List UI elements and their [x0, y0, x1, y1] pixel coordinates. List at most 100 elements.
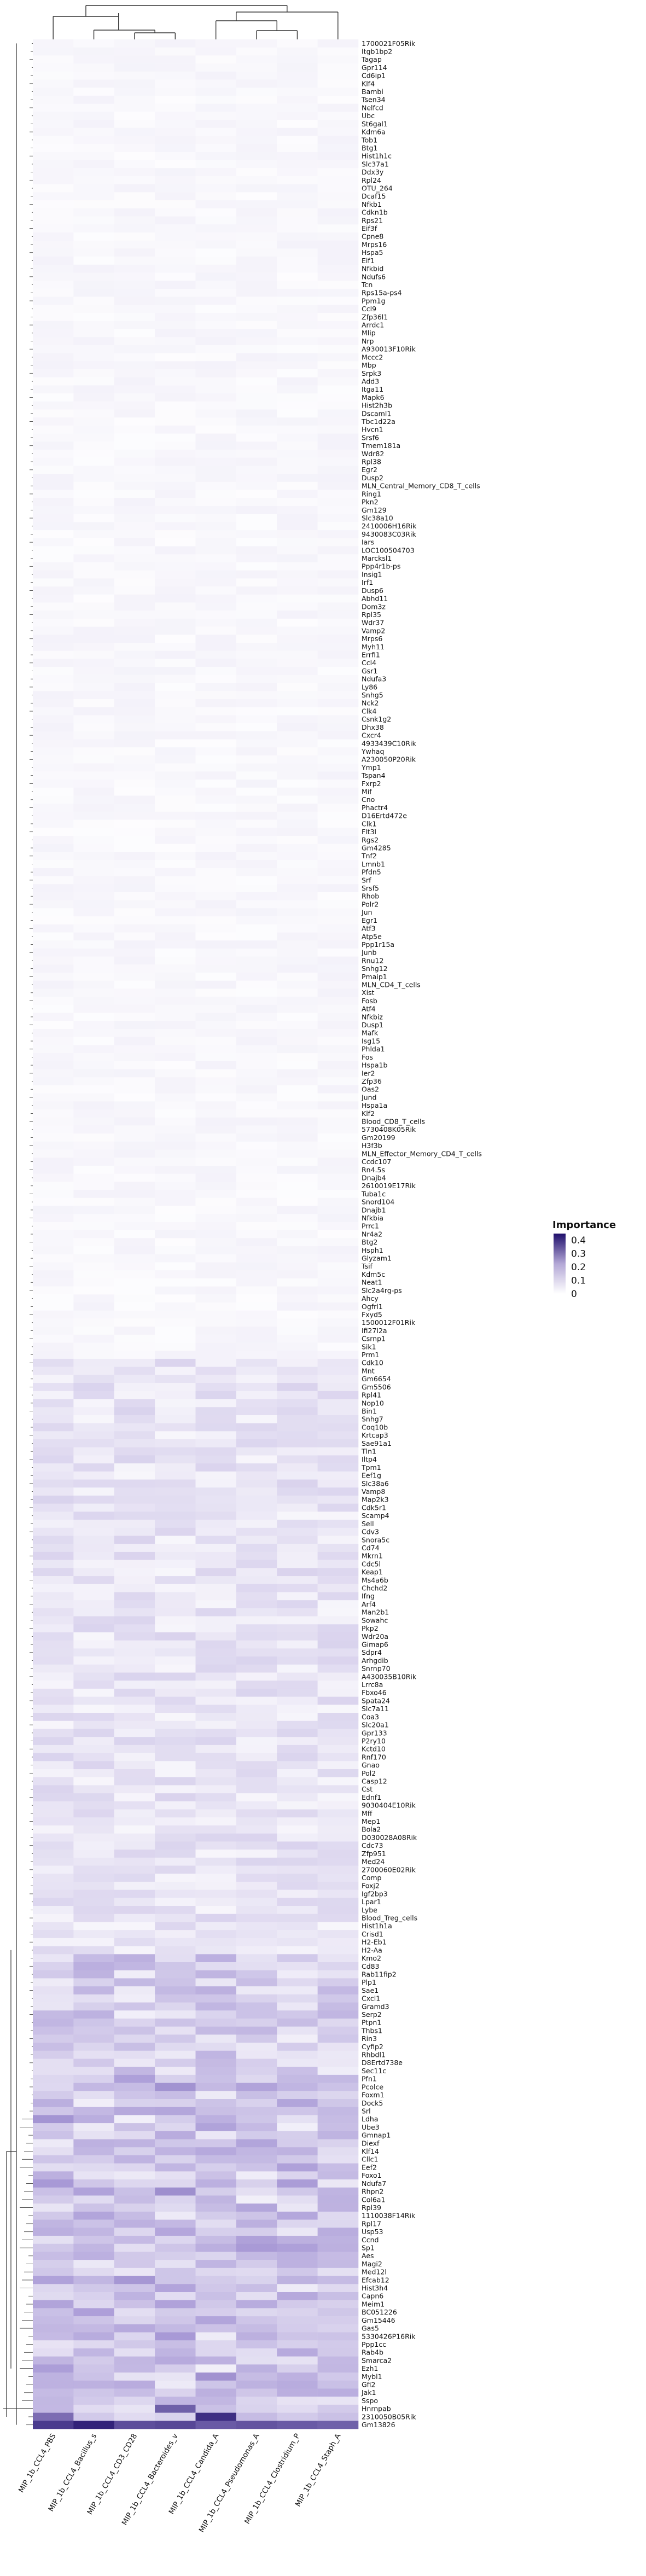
row-label: Pol2 — [362, 1769, 376, 1777]
row-label: Lybe — [362, 1906, 377, 1914]
row-label: Ptpn1 — [362, 2019, 381, 2027]
heatmap-cell — [277, 819, 318, 828]
heatmap-cell — [195, 2034, 237, 2043]
row-label: Spata24 — [362, 1696, 390, 1705]
heatmap-cell — [73, 844, 115, 852]
heatmap-cell — [155, 2211, 196, 2220]
heatmap-cell — [277, 618, 318, 627]
heatmap-cell — [236, 1680, 277, 1689]
heatmap-cell — [317, 2155, 359, 2164]
heatmap-cell — [236, 361, 277, 370]
heatmap-cell — [195, 2043, 237, 2051]
heatmap-cell — [155, 1761, 196, 1770]
row-label: Chchd2 — [362, 1584, 387, 1592]
heatmap-cell — [236, 329, 277, 338]
heatmap-cell — [33, 1455, 74, 1464]
heatmap-cell — [114, 1254, 155, 1263]
heatmap-cell — [236, 667, 277, 676]
heatmap-cell — [114, 1592, 155, 1601]
heatmap-cell — [155, 224, 196, 233]
heatmap-cell — [317, 916, 359, 925]
heatmap-cell — [236, 1109, 277, 1118]
heatmap-cell — [317, 1592, 359, 1601]
heatmap-cell — [317, 562, 359, 571]
heatmap-cell — [317, 2228, 359, 2236]
heatmap-cell — [236, 1568, 277, 1577]
heatmap-cell — [195, 506, 237, 515]
legend: Importance 0.40.30.20.10 — [552, 1219, 616, 1300]
heatmap-cell — [236, 2002, 277, 2011]
heatmap-cell — [73, 876, 115, 885]
heatmap-cell — [236, 1769, 277, 1778]
heatmap-cell — [236, 1190, 277, 1199]
heatmap-cell — [317, 2324, 359, 2333]
heatmap-cell — [195, 1729, 237, 1737]
heatmap-cell — [317, 369, 359, 377]
heatmap-cell — [317, 1286, 359, 1295]
heatmap-cell — [33, 1809, 74, 1818]
heatmap-cell — [277, 39, 318, 48]
heatmap-cell — [33, 457, 74, 466]
heatmap-cell — [155, 1737, 196, 1746]
heatmap-cell — [155, 506, 196, 515]
heatmap-cell — [277, 112, 318, 120]
heatmap-cell — [33, 305, 74, 313]
row-label: Bola2 — [362, 1825, 381, 1834]
row-label: 1500012F01Rik — [362, 1318, 416, 1327]
heatmap-cell — [155, 2018, 196, 2027]
heatmap-cell — [155, 208, 196, 217]
heatmap-cell — [114, 47, 155, 56]
heatmap-cell — [195, 1640, 237, 1649]
heatmap-cell — [73, 1197, 115, 1206]
row-label: Snrnp70 — [362, 1665, 391, 1673]
heatmap-cell — [155, 47, 196, 56]
heatmap-cell — [155, 1713, 196, 1722]
heatmap-cell — [236, 699, 277, 707]
heatmap-cell — [155, 1206, 196, 1214]
heatmap-cell — [73, 2388, 115, 2397]
heatmap-cell — [73, 1656, 115, 1665]
heatmap-cell — [195, 1013, 237, 1021]
heatmap-cell — [317, 353, 359, 362]
heatmap-cell — [155, 828, 196, 836]
heatmap-cell — [236, 1656, 277, 1665]
heatmap-cell — [155, 257, 196, 265]
heatmap-cell — [114, 321, 155, 329]
heatmap-cell — [317, 980, 359, 989]
row-label: Ahcy — [362, 1294, 379, 1302]
heatmap-cell — [114, 1994, 155, 2003]
heatmap-cell — [236, 2308, 277, 2317]
row-label: Foxj2 — [362, 1882, 380, 1890]
heatmap-cell — [73, 707, 115, 716]
heatmap-cell — [114, 2300, 155, 2308]
row-label: Btg2 — [362, 1238, 377, 1246]
heatmap-cell — [317, 88, 359, 96]
heatmap-cell — [155, 401, 196, 410]
heatmap-cell — [114, 88, 155, 96]
heatmap-cell — [155, 1527, 196, 1536]
heatmap-cell — [236, 1085, 277, 1094]
heatmap-cell — [155, 763, 196, 772]
heatmap-cell — [236, 1327, 277, 1335]
heatmap-cell — [73, 1777, 115, 1786]
heatmap-cell — [33, 747, 74, 756]
heatmap-cell — [236, 2179, 277, 2188]
heatmap-cell — [33, 610, 74, 619]
heatmap-cell — [277, 2099, 318, 2108]
heatmap-cell — [195, 1584, 237, 1592]
heatmap-cell — [195, 474, 237, 482]
heatmap-cell — [277, 1584, 318, 1592]
heatmap-cell — [114, 2067, 155, 2075]
heatmap-cell — [195, 973, 237, 981]
heatmap-cell — [155, 1278, 196, 1287]
heatmap-cell — [114, 2243, 155, 2252]
heatmap-cell — [155, 1520, 196, 1528]
heatmap-cell — [317, 2388, 359, 2397]
heatmap-cell — [277, 506, 318, 515]
heatmap-cell — [317, 1568, 359, 1577]
heatmap-cell — [236, 1672, 277, 1681]
heatmap-cell — [155, 1600, 196, 1609]
heatmap-cell — [317, 1302, 359, 1311]
heatmap-cell — [236, 2163, 277, 2172]
heatmap-cell — [73, 1616, 115, 1625]
